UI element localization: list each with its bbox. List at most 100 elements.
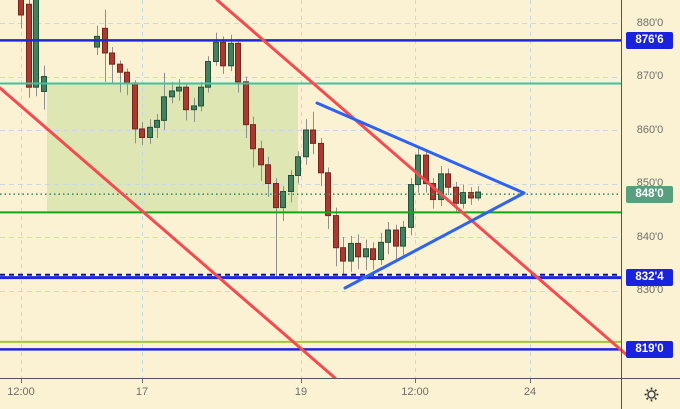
candle-body-up bbox=[280, 191, 286, 209]
candle-body-down bbox=[132, 82, 138, 130]
y-tick-label: 870'0 bbox=[636, 70, 664, 82]
time-axis[interactable]: 12:00 17 19 12:00 24 bbox=[0, 378, 621, 409]
x-tick-mark bbox=[21, 379, 22, 383]
candle-body-up bbox=[228, 42, 234, 67]
candle bbox=[33, 0, 39, 97]
candle bbox=[139, 121, 145, 145]
candle bbox=[183, 84, 189, 121]
candle-body-up bbox=[169, 90, 175, 98]
candle-body-up bbox=[94, 35, 100, 48]
candle bbox=[415, 147, 421, 193]
candle bbox=[355, 234, 361, 270]
candle-body-down bbox=[18, 0, 24, 16]
candle-body-down bbox=[243, 81, 249, 126]
candle-body-up bbox=[415, 154, 421, 186]
candle bbox=[258, 140, 264, 181]
candle-body-up bbox=[385, 229, 391, 243]
candle bbox=[318, 138, 324, 187]
candle bbox=[393, 224, 399, 263]
candle bbox=[370, 242, 376, 270]
candle-body-down bbox=[468, 192, 474, 199]
candle bbox=[147, 119, 153, 144]
trend-line-pennant-upper-blue[interactable] bbox=[315, 101, 526, 195]
candle-body-up bbox=[363, 248, 369, 258]
candle-body-down bbox=[183, 86, 189, 111]
candle bbox=[161, 72, 167, 130]
candle bbox=[295, 151, 301, 184]
trend-line-pennant-lower-blue[interactable] bbox=[343, 191, 526, 290]
candle bbox=[468, 187, 474, 205]
candle bbox=[363, 239, 369, 271]
candle bbox=[423, 151, 429, 193]
candle bbox=[303, 119, 309, 165]
candle-body-down bbox=[273, 183, 279, 209]
trend-line-channel-lower-red[interactable] bbox=[0, 86, 337, 378]
candle-body-down bbox=[26, 3, 32, 88]
candle bbox=[191, 97, 197, 122]
candle bbox=[243, 76, 249, 139]
candle bbox=[288, 170, 294, 203]
candle bbox=[117, 60, 123, 93]
price-badge-res-876-6: 876'6 bbox=[626, 31, 673, 49]
candle-body-up bbox=[147, 126, 153, 138]
candle-body-up bbox=[288, 174, 294, 193]
candle-body-down bbox=[139, 128, 145, 138]
candle-body-down bbox=[370, 248, 376, 260]
candle bbox=[475, 186, 481, 201]
candle-body-up bbox=[213, 41, 219, 63]
candle-body-down bbox=[355, 242, 361, 258]
candle-body-up bbox=[408, 184, 414, 228]
candle-body-down bbox=[117, 63, 123, 73]
gear-icon bbox=[644, 387, 659, 401]
candle-body-down bbox=[124, 71, 130, 84]
price-axis[interactable]: 880'0 870'0 860'0 850'0 840'0 830'0 876'6 848'0… bbox=[621, 0, 680, 378]
candle-body-down bbox=[250, 124, 256, 150]
candle-body-up bbox=[205, 61, 211, 88]
candle bbox=[438, 165, 444, 206]
x-tick-label: 12:00 bbox=[7, 386, 35, 398]
candle-body-down bbox=[453, 186, 459, 204]
x-tick-mark bbox=[142, 379, 143, 383]
candle bbox=[18, 0, 24, 29]
candle bbox=[325, 167, 331, 229]
chart-canvas[interactable] bbox=[0, 0, 680, 378]
candle-body-up bbox=[348, 242, 354, 262]
trend-line-channel-upper-red[interactable] bbox=[215, 0, 630, 358]
candle bbox=[213, 32, 219, 66]
candle-body-up bbox=[191, 105, 197, 111]
candle-body-down bbox=[340, 247, 346, 262]
candle bbox=[102, 9, 108, 82]
candle bbox=[310, 111, 316, 155]
price-badge-sup-832-4: 832'4 bbox=[626, 269, 673, 287]
candle-body-up bbox=[303, 129, 309, 158]
candle bbox=[378, 232, 384, 265]
settings-button[interactable] bbox=[641, 383, 663, 405]
candle-body-up bbox=[33, 0, 39, 88]
x-tick-mark bbox=[415, 379, 416, 383]
candle bbox=[220, 36, 226, 74]
x-tick-label: 17 bbox=[135, 386, 149, 398]
candle-body-up bbox=[475, 191, 481, 199]
candle bbox=[340, 237, 346, 276]
axis-corner bbox=[621, 378, 680, 409]
y-tick-label: 830'0 bbox=[636, 284, 664, 296]
candle-body-down bbox=[220, 41, 226, 67]
candle-body-up bbox=[154, 119, 160, 128]
candle-body-up bbox=[161, 96, 167, 121]
candle bbox=[280, 186, 286, 221]
candle bbox=[250, 116, 256, 168]
candle-body-up bbox=[198, 86, 204, 107]
candle bbox=[333, 207, 339, 267]
candle bbox=[408, 178, 414, 236]
candle bbox=[169, 81, 175, 104]
candle-body-down bbox=[430, 183, 436, 201]
highlight-zone[interactable] bbox=[47, 83, 298, 213]
candle-body-down bbox=[109, 52, 115, 65]
candle bbox=[205, 56, 211, 93]
x-tick-label: 24 bbox=[523, 386, 537, 398]
candle bbox=[430, 178, 436, 209]
price-badge-last-price-848: 848'0 bbox=[626, 185, 673, 203]
candle-body-down bbox=[265, 164, 271, 184]
x-tick-mark bbox=[530, 379, 531, 383]
candle bbox=[445, 168, 451, 196]
